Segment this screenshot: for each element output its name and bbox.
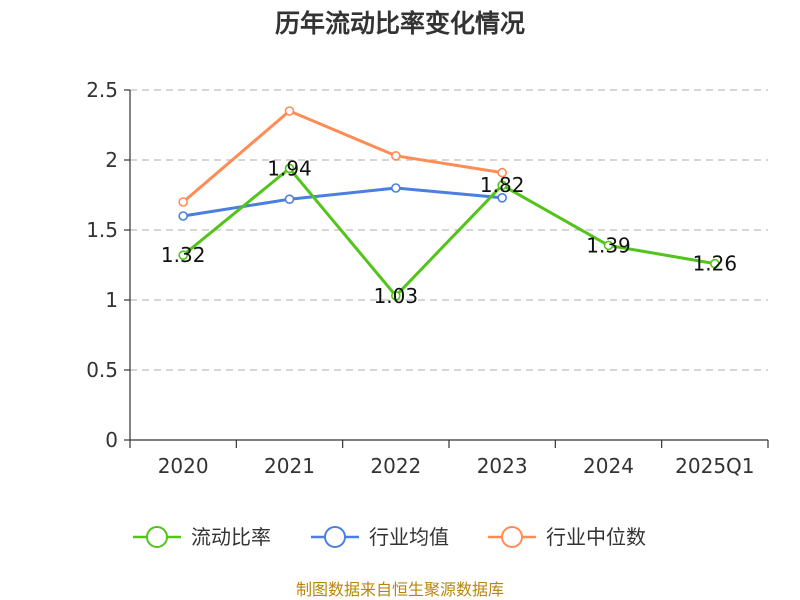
y-tick-label: 2: [105, 148, 118, 172]
data-point[interactable]: [391, 290, 401, 301]
data-point[interactable]: [178, 250, 188, 260]
x-tick-label: 2021: [264, 454, 315, 478]
x-tick-label: 2020: [158, 454, 209, 478]
series-layer: [178, 106, 720, 301]
y-tick-label: 2.5: [86, 78, 118, 102]
data-label: 1.32: [161, 243, 206, 267]
data-point[interactable]: [178, 211, 188, 221]
data-point[interactable]: [284, 194, 295, 204]
legend[interactable]: 流动比率 行业均值 行业中位数: [133, 525, 646, 549]
y-tick-label: 0: [105, 428, 118, 452]
data-label: 1.94: [267, 156, 312, 180]
data-point[interactable]: [497, 180, 507, 190]
legend-label: 行业中位数: [546, 525, 646, 549]
x-tick-label: 2022: [370, 454, 421, 478]
y-tick-label: 0.5: [86, 358, 118, 382]
y-tick-label: 1: [105, 288, 118, 312]
data-label: 1.39: [586, 233, 631, 257]
series-line: [182, 186, 503, 218]
axes: 0 0.5 1 1.5 2 2.5 2020 2021 2022 2023 2024 2025Q1: [86, 78, 769, 478]
data-point[interactable]: [497, 193, 507, 203]
data-point[interactable]: [391, 183, 401, 193]
data-point[interactable]: [284, 106, 295, 116]
data-label: 1.26: [693, 252, 738, 276]
data-point[interactable]: [284, 163, 295, 174]
data-labels: 1.32 1.94 1.03 1.82 1.39 1.26: [161, 156, 737, 307]
data-point[interactable]: [178, 197, 188, 207]
x-tick-label: 2025Q1: [675, 454, 754, 478]
data-point[interactable]: [603, 240, 614, 251]
legend-marker: [324, 526, 346, 548]
data-point[interactable]: [497, 167, 507, 178]
chart-title: 历年流动比率变化情况: [275, 9, 525, 38]
series-line: [182, 109, 503, 204]
source-note: 制图数据来自恒生聚源数据库: [296, 580, 504, 599]
legend-label: 流动比率: [191, 525, 271, 549]
y-tick-label: 1.5: [86, 218, 118, 242]
x-tick-label: 2023: [477, 454, 528, 478]
legend-item[interactable]: 行业中位数: [488, 525, 646, 549]
data-label: 1.03: [374, 284, 419, 308]
legend-marker: [501, 526, 523, 548]
data-label: 1.82: [480, 173, 525, 197]
data-point[interactable]: [710, 258, 720, 269]
legend-item[interactable]: 行业均值: [311, 525, 449, 549]
data-point[interactable]: [391, 151, 401, 161]
x-tick-label: 2024: [583, 454, 634, 478]
legend-item[interactable]: 流动比率: [133, 525, 271, 549]
legend-marker: [146, 526, 168, 548]
series-line: [182, 166, 716, 298]
legend-label: 行业均值: [369, 525, 449, 549]
gridlines: [130, 89, 768, 371]
